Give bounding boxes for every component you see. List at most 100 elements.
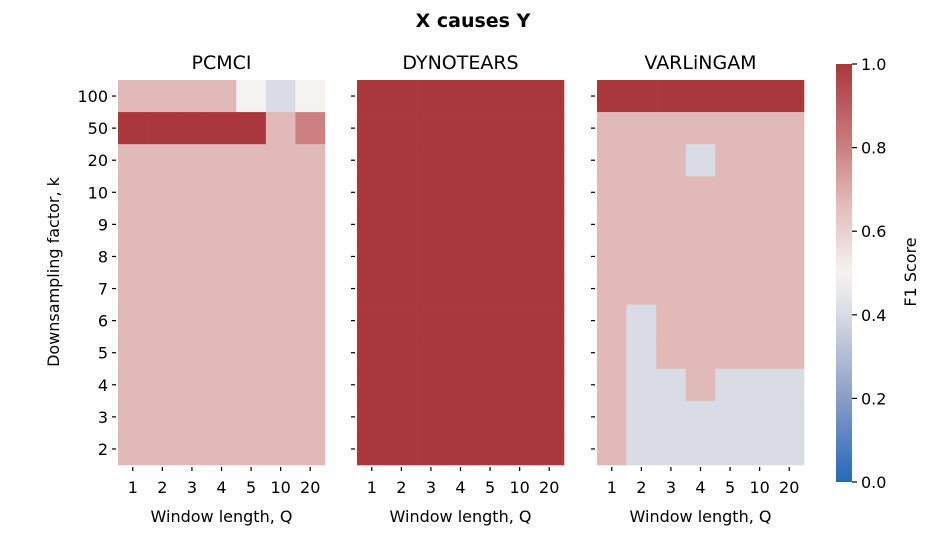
heatmap-cell (206, 368, 237, 402)
y-tick-label: 8 (98, 247, 108, 266)
heatmap-cell (597, 304, 627, 337)
heatmap-cell (656, 336, 687, 370)
figure-title: X causes Y (416, 10, 531, 32)
heatmap-cell (504, 304, 535, 337)
panel-varlingam: VARLiNGAM 1 2 3 4 5 10 20 Window length, Q (591, 52, 805, 526)
heatmap-cell (504, 432, 535, 466)
panel-dynotears: DYNOTEARS 1 2 3 4 5 10 20 Window length, Q (351, 52, 565, 526)
heatmap-cell (386, 240, 417, 273)
heatmap-cell (147, 400, 178, 434)
heatmap-cell (534, 208, 565, 241)
heatmap-cell (357, 400, 387, 434)
heatmap-cell (386, 400, 417, 434)
heatmap-cell (177, 368, 208, 402)
heatmap-cell (534, 176, 565, 209)
heatmap-cell (357, 144, 387, 177)
heatmap-cell (597, 240, 627, 273)
heatmap-cell (177, 240, 208, 273)
heatmap-cell (416, 112, 447, 145)
panel-title: PCMCI (192, 52, 252, 74)
heatmap-cell (445, 432, 476, 466)
x-tick-label: 5 (485, 478, 495, 497)
heatmap-cell (504, 176, 535, 209)
heatmap-cell (626, 336, 657, 370)
x-tick-label: 2 (157, 478, 167, 497)
heatmap-cell (206, 272, 237, 305)
heatmap-cell (656, 80, 687, 113)
y-tick-label: 6 (98, 312, 108, 331)
heatmap-cell (744, 304, 775, 337)
heatmap-cell (656, 272, 687, 305)
y-axis-label: Downsampling factor, k (44, 176, 63, 367)
x-tick-label: 10 (509, 478, 529, 497)
heatmap-cell (265, 80, 296, 113)
colorbar-tick-label: 1.0 (861, 55, 886, 74)
heatmap-cell (177, 208, 208, 241)
heatmap-cell (295, 208, 326, 241)
heatmap-cell (236, 144, 267, 177)
heatmap-cell (774, 176, 805, 209)
heatmap-cell (715, 368, 746, 402)
heatmap-cell (597, 208, 627, 241)
heatmap-cell (147, 336, 178, 370)
heatmap-cell (416, 400, 447, 434)
heatmap-cell (715, 336, 746, 370)
heatmap-cell (626, 272, 657, 305)
heatmap-cell (534, 432, 565, 466)
heatmap-cell (147, 208, 178, 241)
x-tick-label: 4 (216, 478, 226, 497)
colorbar-label: F1 Score (901, 237, 920, 306)
heatmap-cell (386, 144, 417, 177)
heatmap-cell (445, 144, 476, 177)
y-tick-label: 7 (98, 280, 108, 299)
heatmap-cell (265, 272, 296, 305)
heatmap-cell (206, 400, 237, 434)
heatmap-cell (206, 304, 237, 337)
heatmap-cell (206, 432, 237, 466)
heatmap-cell (445, 240, 476, 273)
heatmap-cell (386, 112, 417, 145)
colorbar-tick-label: 0.8 (861, 139, 886, 158)
heatmap-cell (534, 304, 565, 337)
x-tick-label: 1 (367, 478, 377, 497)
heatmap-cell (118, 272, 148, 305)
heatmap-cell (118, 368, 148, 402)
heatmap-cell (774, 400, 805, 434)
heatmap-cell (147, 304, 178, 337)
heatmap-cell (236, 112, 267, 145)
heatmap-cell (534, 336, 565, 370)
y-tick-label: 4 (98, 376, 108, 395)
heatmap-cell (715, 144, 746, 177)
heatmap-cell (626, 112, 657, 145)
heatmap-cell (685, 336, 716, 370)
heatmap-cell (445, 176, 476, 209)
heatmap-cell (504, 144, 535, 177)
heatmap-cell (386, 368, 417, 402)
y-tick-label: 9 (98, 215, 108, 234)
heatmap-cell (685, 176, 716, 209)
heatmap-cell (475, 144, 506, 177)
heatmap-cell (774, 112, 805, 145)
heatmap-cell (656, 144, 687, 177)
heatmap-cell (715, 240, 746, 273)
heatmap-cell (265, 176, 296, 209)
y-tick-label: 50 (88, 119, 108, 138)
heatmap-cell (774, 336, 805, 370)
heatmap-cell (118, 304, 148, 337)
heatmap-cell (597, 272, 627, 305)
heatmap-cell (236, 336, 267, 370)
heatmap-cell (475, 272, 506, 305)
heatmap-cell (118, 80, 148, 113)
heatmap-cell (626, 208, 657, 241)
heatmap-cell (386, 336, 417, 370)
heatmap-cell (118, 400, 148, 434)
heatmap-cell (504, 272, 535, 305)
colorbar (836, 64, 852, 482)
heatmap-cell (744, 272, 775, 305)
heatmap-cell (265, 336, 296, 370)
x-tick-label: 20 (539, 478, 559, 497)
heatmap-cell (416, 368, 447, 402)
heatmap-cell (147, 80, 178, 113)
heatmap-cell (416, 432, 447, 466)
